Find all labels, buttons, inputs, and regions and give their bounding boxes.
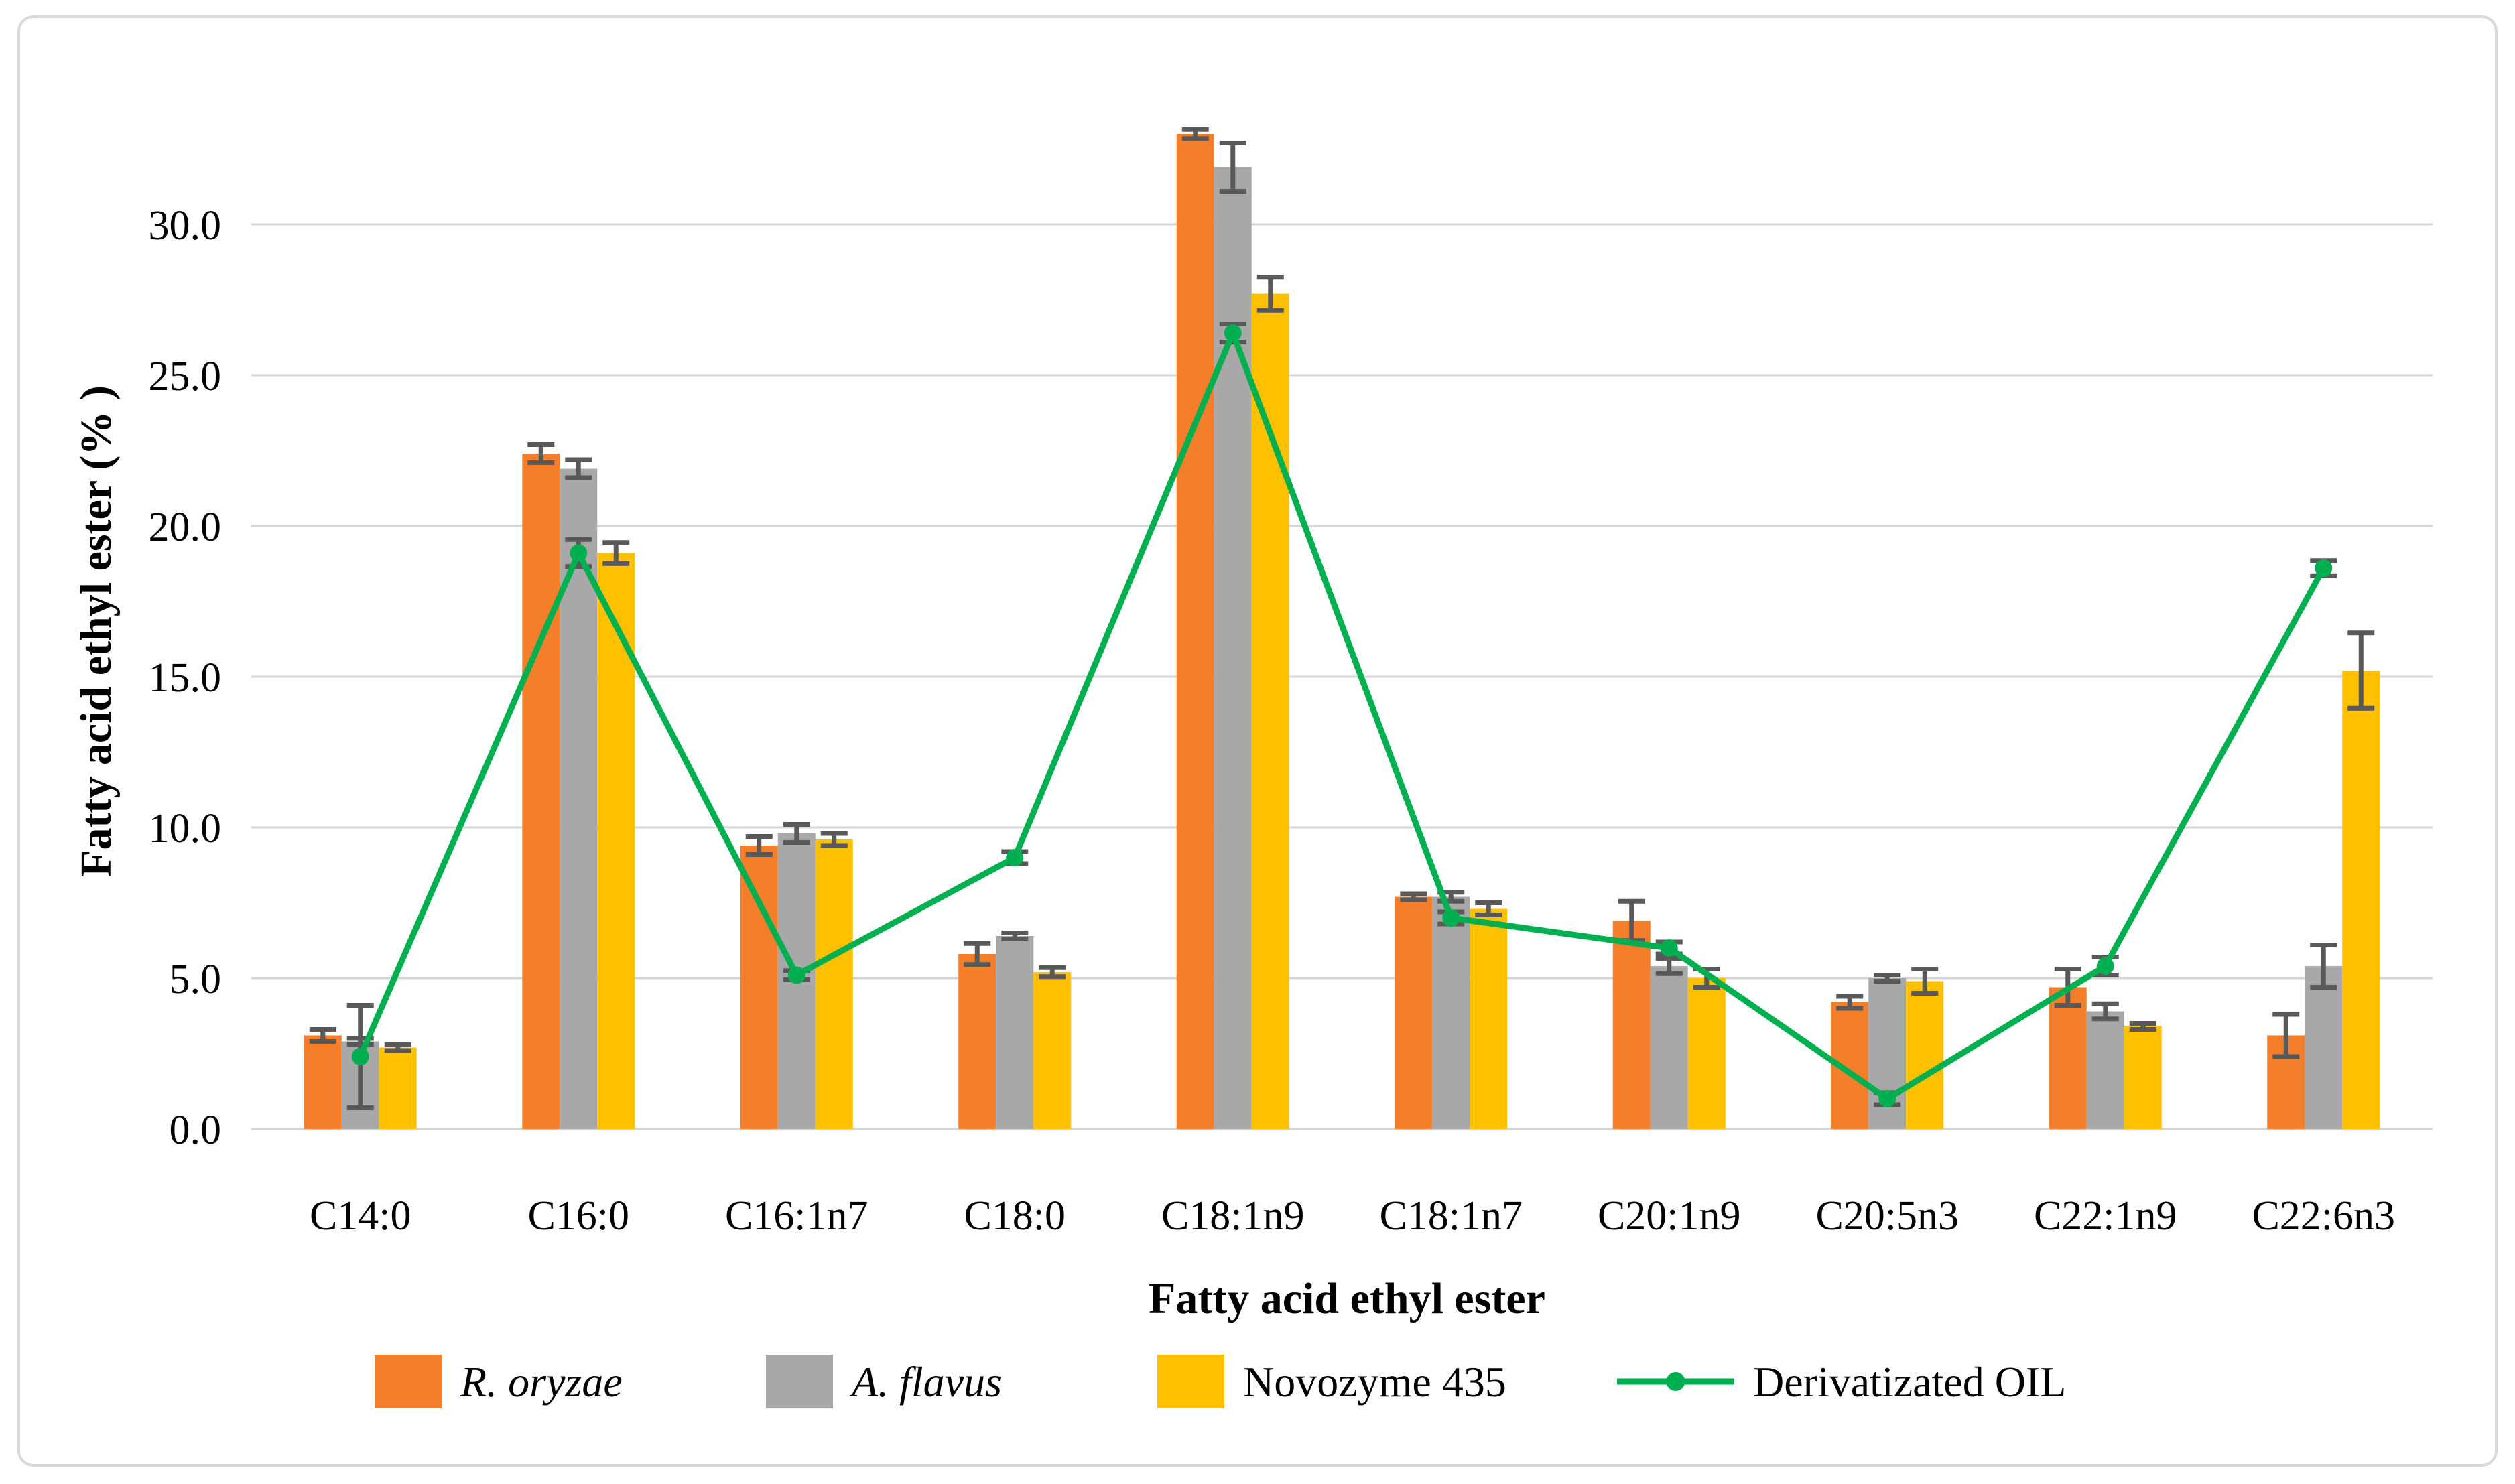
bar-r-oryzae-c18-0 (958, 954, 996, 1129)
bar-novozyme-435-c18-1n9 (1251, 293, 1289, 1129)
legend-label: Derivatizated OIL (1753, 1358, 2066, 1406)
legend-item-derivatizated-oil: Derivatizated OIL (1617, 1358, 2066, 1406)
bar-novozyme-435-c22-6n3 (2342, 671, 2380, 1129)
bar-a-flavus-c18-0 (996, 936, 1034, 1129)
line-marker (787, 966, 805, 984)
line-marker (1878, 1090, 1896, 1107)
y-tick-label: 20.0 (149, 504, 222, 550)
y-tick-label: 5.0 (170, 957, 222, 1002)
x-tick-label: C20:1n9 (1598, 1193, 1741, 1239)
legend-label: R. oryzae (460, 1358, 623, 1406)
legend-swatch (1157, 1355, 1224, 1408)
y-tick-label: 30.0 (149, 203, 222, 249)
bar-r-oryzae-c16-1n7 (740, 846, 778, 1129)
bar-r-oryzae-c18-1n7 (1395, 896, 1433, 1129)
bar-a-flavus-c20-1n9 (1650, 966, 1688, 1129)
y-axis-title: Fatty acid ethyl ester (% ) (72, 385, 121, 877)
bar-r-oryzae-c14-0 (304, 1035, 342, 1129)
legend-swatch (766, 1355, 833, 1408)
legend-label: A. flavus (849, 1358, 1002, 1406)
legend-item-novozyme-435: Novozyme 435 (1157, 1355, 1506, 1408)
line-series (357, 324, 2327, 1103)
y-tick-label: 25.0 (149, 354, 222, 399)
bar-novozyme-435-c16-1n7 (815, 839, 853, 1129)
legend-label: Novozyme 435 (1243, 1358, 1506, 1406)
bar-r-oryzae-c22-1n9 (2049, 987, 2087, 1129)
line-marker (570, 544, 588, 562)
x-tick-label: C18:1n9 (1161, 1193, 1305, 1239)
x-tick-label: C22:6n3 (2252, 1193, 2395, 1239)
bar-a-flavus-c22-6n3 (2305, 966, 2343, 1129)
x-tick-label: C18:0 (964, 1193, 1066, 1239)
line-marker (2315, 559, 2333, 577)
x-tick-label: C22:1n9 (2034, 1193, 2177, 1239)
bar-r-oryzae-c18-1n9 (1176, 134, 1214, 1129)
bar-novozyme-435-c16-0 (597, 553, 635, 1129)
x-tick-label: C20:5n3 (1815, 1193, 1959, 1239)
x-tick-label: C18:1n7 (1379, 1193, 1523, 1239)
legend: R. oryzae A. flavus Novozyme 435 Derivatiza… (375, 1355, 2066, 1408)
line-marker (1442, 909, 1460, 927)
y-tick-label: 0.0 (170, 1107, 222, 1153)
legend-line-marker (1666, 1372, 1685, 1391)
figure-border (17, 15, 2498, 1467)
legend-item-r-oryzae: R. oryzae (375, 1355, 623, 1408)
bar-a-flavus-c18-1n7 (1432, 896, 1470, 1129)
x-tick-label: C14:0 (310, 1193, 411, 1239)
category-labels-group: C14:0 C16:0 C16:1n7 C18:0 C18:1n9 C18:1n7 C20:… (310, 1193, 2395, 1239)
x-tick-label: C16:0 (527, 1193, 629, 1239)
bar-r-oryzae-c16-0 (522, 454, 560, 1129)
bar-a-flavus-c22-1n9 (2086, 1011, 2124, 1129)
line-marker (2096, 957, 2114, 975)
line-marker (1006, 849, 1024, 866)
y-tick-label: 15.0 (149, 655, 222, 701)
bar-novozyme-435-c18-1n7 (1470, 908, 1508, 1129)
bar-novozyme-435-c20-5n3 (1906, 981, 1944, 1129)
line-marker (1224, 324, 1242, 342)
y-tick-label: 10.0 (149, 806, 222, 852)
x-tick-label: C16:1n7 (725, 1193, 868, 1239)
x-axis-title: Fatty acid ethyl ester (1149, 1274, 1545, 1323)
bar-r-oryzae-c20-1n9 (1612, 921, 1651, 1129)
line-marker (351, 1048, 369, 1065)
legend-swatch (375, 1355, 442, 1408)
bar-a-flavus-c18-1n9 (1214, 167, 1252, 1129)
line-marker (1660, 939, 1678, 957)
y-tick-labels-group: 0.0 5.0 10.0 15.0 20.0 25.0 30.0 (149, 203, 222, 1153)
legend-item-a-flavus: A. flavus (766, 1355, 1002, 1408)
bar-novozyme-435-c14-0 (379, 1047, 417, 1129)
line-series-group (346, 322, 2337, 1110)
bar-novozyme-435-c18-0 (1033, 972, 1072, 1129)
error-bars-group (309, 127, 2375, 1059)
bar-novozyme-435-c20-1n9 (1687, 978, 1726, 1129)
bar-novozyme-435-c22-1n9 (2124, 1026, 2162, 1129)
